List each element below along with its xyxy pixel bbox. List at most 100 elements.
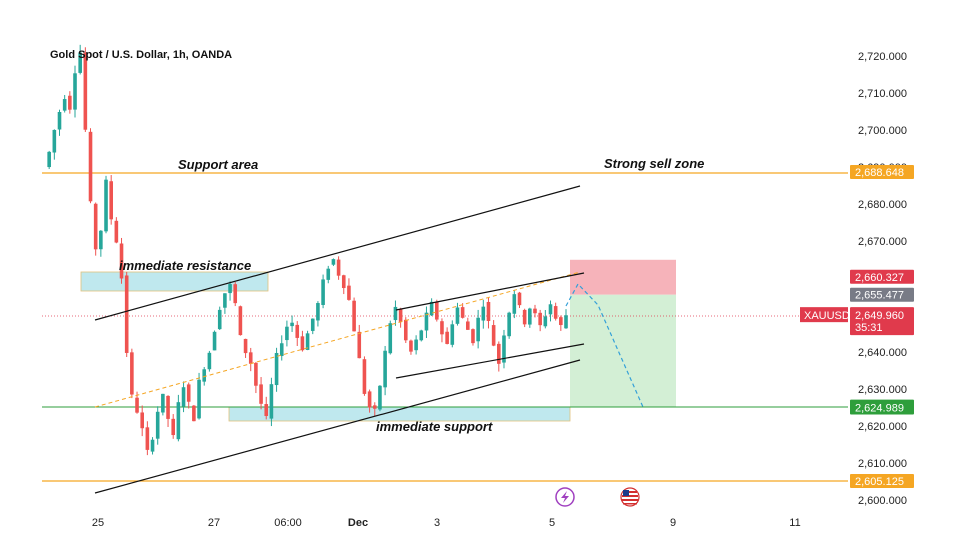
candle-body <box>130 352 134 395</box>
candle-body <box>223 293 227 308</box>
candle-body <box>274 352 279 386</box>
price-tag <box>850 287 914 302</box>
candle-body <box>367 391 372 408</box>
candle-body <box>347 285 351 300</box>
candle-body <box>197 379 201 419</box>
candle-body <box>202 369 207 382</box>
candle-body <box>502 335 506 363</box>
candle-body <box>434 301 439 320</box>
candle-body <box>186 384 191 402</box>
price-tick-label: 2,600.000 <box>858 495 907 507</box>
candle-body <box>419 330 424 341</box>
price-tick-label: 2,670.000 <box>858 236 907 248</box>
time-tick-label: Dec <box>348 517 368 529</box>
time-tick-label: 06:00 <box>274 517 302 529</box>
channel-lower-line <box>94 359 581 494</box>
candle-body <box>507 312 511 337</box>
price-tag <box>850 165 914 180</box>
candle-body <box>543 316 548 327</box>
candle-body <box>445 331 449 344</box>
symbol-tag-label: XAUUSD <box>804 310 850 322</box>
price-tag-label: 2,660.327 <box>855 272 904 284</box>
resistance-zone <box>80 271 269 292</box>
candle-body <box>279 343 284 357</box>
price-tick-label: 2,700.000 <box>858 125 907 137</box>
candle-body <box>564 315 568 329</box>
candle-body <box>491 325 496 346</box>
price-tag-label: 2,655.477 <box>855 290 904 302</box>
candle-body <box>212 331 217 351</box>
candle-body <box>290 322 294 327</box>
us-flag-event-icon[interactable] <box>620 487 640 507</box>
time-tick-label: 5 <box>549 517 555 529</box>
countdown-label: 35:31 <box>855 322 883 334</box>
candle-body <box>264 404 269 417</box>
stop-loss-zone <box>570 259 676 295</box>
candle-body <box>460 307 465 318</box>
candle-body <box>331 259 336 265</box>
price-tag-label: 2,688.648 <box>855 167 904 179</box>
wedge-upper-line <box>395 272 585 311</box>
price-tag-label: 2,649.960 <box>855 310 904 322</box>
candle-body <box>362 359 367 394</box>
candle-body <box>181 387 186 407</box>
candle-body <box>171 418 176 436</box>
drawings-layer <box>94 185 644 494</box>
candle-body <box>383 350 387 388</box>
price-tag-label: 2,624.989 <box>855 403 904 415</box>
candle-body <box>357 331 362 359</box>
candle-body <box>398 308 403 322</box>
candle-body <box>161 393 165 413</box>
candle-body <box>109 181 113 220</box>
candle-body <box>336 259 341 276</box>
candles-layer <box>47 44 568 456</box>
price-tick-label: 2,640.000 <box>858 347 907 359</box>
candle-body <box>285 326 289 341</box>
candle-body <box>88 131 93 202</box>
candle-body <box>57 111 62 130</box>
candle-body <box>497 343 501 364</box>
wedge-lower-line <box>395 343 585 379</box>
candle-body <box>538 312 542 326</box>
candle-body <box>145 427 150 450</box>
candle-body <box>409 340 413 352</box>
candle-body <box>424 312 429 331</box>
annotation-support-area: Support area <box>178 157 258 172</box>
candle-body <box>372 405 377 409</box>
candle-body <box>119 243 124 279</box>
price-tag-label: 2,605.125 <box>855 476 904 488</box>
price-tag <box>850 400 914 415</box>
candle-body <box>548 304 553 315</box>
candle-body <box>352 300 356 332</box>
time-axis[interactable]: 25 27 06:00 Dec 3 5 9 11 <box>92 517 801 529</box>
candle-body <box>150 439 155 452</box>
price-tag <box>850 474 914 489</box>
lightning-event-icon[interactable] <box>555 487 575 507</box>
time-tick-label: 11 <box>789 517 800 529</box>
candle-body <box>248 352 253 364</box>
time-tick-label: 25 <box>92 517 104 529</box>
candle-body <box>238 306 243 336</box>
price-tag <box>850 269 914 284</box>
time-tick-label: 3 <box>434 517 440 529</box>
candle-body <box>104 179 108 232</box>
candle-body <box>295 324 300 338</box>
candle-body <box>243 338 248 354</box>
price-axis[interactable]: 2,600.000 2,610.000 2,620.000 2,630.000 2,64… <box>858 51 907 507</box>
candle-body <box>259 384 263 404</box>
candle-body <box>316 303 320 321</box>
candle-body <box>471 329 475 344</box>
candle-body <box>522 309 527 325</box>
candle-body <box>450 324 455 345</box>
candle-body <box>517 292 522 306</box>
candle-body <box>99 230 103 250</box>
candle-body <box>155 411 160 439</box>
annotation-immediate-resistance: immediate resistance <box>119 258 251 273</box>
candle-body <box>440 321 444 335</box>
candle-body <box>326 268 331 280</box>
candle-body <box>321 279 325 305</box>
candle-body <box>533 308 537 314</box>
candle-body <box>388 323 393 354</box>
candle-body <box>47 151 51 168</box>
